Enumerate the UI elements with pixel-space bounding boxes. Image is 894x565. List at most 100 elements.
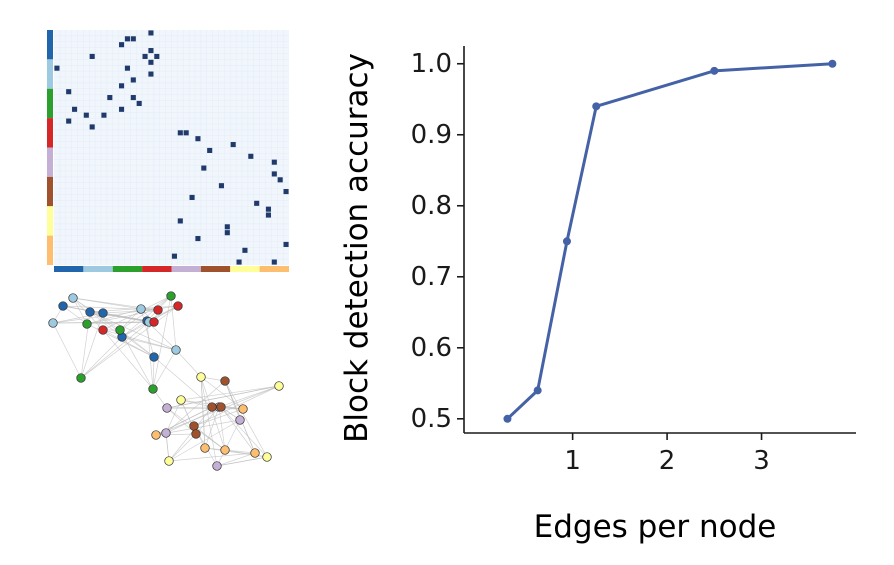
network-edge [216, 419, 241, 467]
matrix-cell [124, 36, 130, 42]
matrix-cell [148, 48, 154, 54]
matrix-col-block-bar [112, 266, 143, 272]
network-edge [119, 308, 142, 331]
network-edge [224, 380, 268, 458]
network-edge [193, 385, 280, 427]
matrix-cell [183, 130, 189, 136]
network-node [212, 461, 222, 471]
network-edge [200, 376, 244, 410]
matrix-cell [72, 106, 78, 112]
network-node [136, 304, 146, 314]
matrix-row-block-bar [47, 88, 53, 119]
network-node [148, 384, 158, 394]
network-edge [165, 399, 182, 434]
network-node [68, 293, 78, 303]
x-tick-label: 1 [564, 446, 581, 476]
network-node [262, 452, 272, 462]
matrix-cell [171, 253, 177, 259]
matrix-cell [242, 247, 248, 253]
adjacency-matrix-panel [47, 30, 289, 272]
y-tick-label: 0.6 [411, 333, 452, 363]
matrix-gridlines [54, 30, 289, 265]
network-edge [220, 406, 268, 458]
network-edge [166, 385, 280, 409]
matrix-cell [142, 53, 148, 59]
matrix-cell [236, 259, 242, 265]
matrix-cell [89, 124, 95, 130]
network-edge [119, 295, 172, 331]
matrix-row-block-bar [47, 176, 53, 207]
data-point [710, 66, 719, 75]
matrix-col-block-bar [142, 266, 172, 272]
network-edge [102, 329, 154, 390]
network-node [171, 345, 181, 355]
matrix-cell [124, 65, 130, 71]
x-tick-label: 3 [753, 446, 770, 476]
matrix-col-block-bar [54, 266, 84, 272]
matrix-cell [54, 65, 60, 71]
network-node [176, 395, 186, 405]
network-edge [218, 406, 226, 451]
network-edge [152, 356, 155, 390]
data-point [503, 414, 512, 423]
network-edge [168, 452, 256, 462]
network-edge [200, 376, 206, 449]
network-edge [165, 380, 226, 434]
network-node [149, 352, 159, 362]
network-edge [89, 311, 177, 351]
network-node [220, 376, 230, 386]
matrix-cell [271, 259, 277, 265]
network-node [196, 372, 206, 382]
data-point [828, 59, 837, 68]
matrix-cell [177, 218, 183, 224]
matrix-cell [66, 89, 72, 95]
matrix-col-block-bar [259, 266, 289, 272]
matrix-cell [195, 236, 201, 242]
network-node [173, 301, 183, 311]
matrix-cell [195, 136, 201, 142]
matrix-cell [119, 42, 125, 48]
network-edge [72, 297, 88, 325]
network-node [76, 373, 86, 383]
network-edge [204, 406, 220, 449]
network-edge [168, 433, 197, 462]
network-node [191, 429, 201, 439]
y-tick-label: 0.8 [411, 191, 452, 221]
network-edge [200, 376, 218, 467]
y-tick-label: 0.7 [411, 262, 452, 292]
network-node [48, 318, 58, 328]
x-axis-title: Edges per node [534, 509, 777, 545]
network-node [250, 448, 260, 458]
data-point [562, 237, 571, 246]
network-edge [193, 425, 226, 451]
matrix-cell [265, 206, 271, 212]
network-edge [170, 295, 177, 351]
network-edge [102, 309, 159, 314]
matrix-cell [271, 171, 277, 177]
matrix-cell [254, 200, 260, 206]
network-edge [102, 329, 155, 358]
network-edge [80, 336, 123, 379]
matrix-cell [177, 130, 183, 136]
accuracy-line-chart: Block detection accuracy Edges per node … [339, 46, 856, 545]
network-edge [165, 432, 170, 462]
network-edge [140, 308, 155, 358]
network-edge [166, 407, 244, 410]
network-node [162, 403, 172, 413]
network-node [220, 445, 230, 455]
matrix-col-block-bar [200, 266, 231, 272]
matrix-cell [83, 112, 89, 118]
network-node [85, 307, 95, 317]
matrix-row-block-bar [47, 118, 53, 148]
network-edge [153, 356, 213, 408]
network-node [200, 443, 210, 453]
accuracy-line [506, 62, 833, 420]
matrix-cell [66, 118, 72, 124]
matrix-row-block-bar [47, 59, 53, 89]
matrix-cell [107, 95, 113, 101]
data-point [533, 386, 542, 395]
network-edge [152, 349, 177, 390]
network-edge [216, 452, 256, 467]
network-edge [80, 305, 179, 379]
y-tick-label: 1.0 [411, 49, 452, 79]
